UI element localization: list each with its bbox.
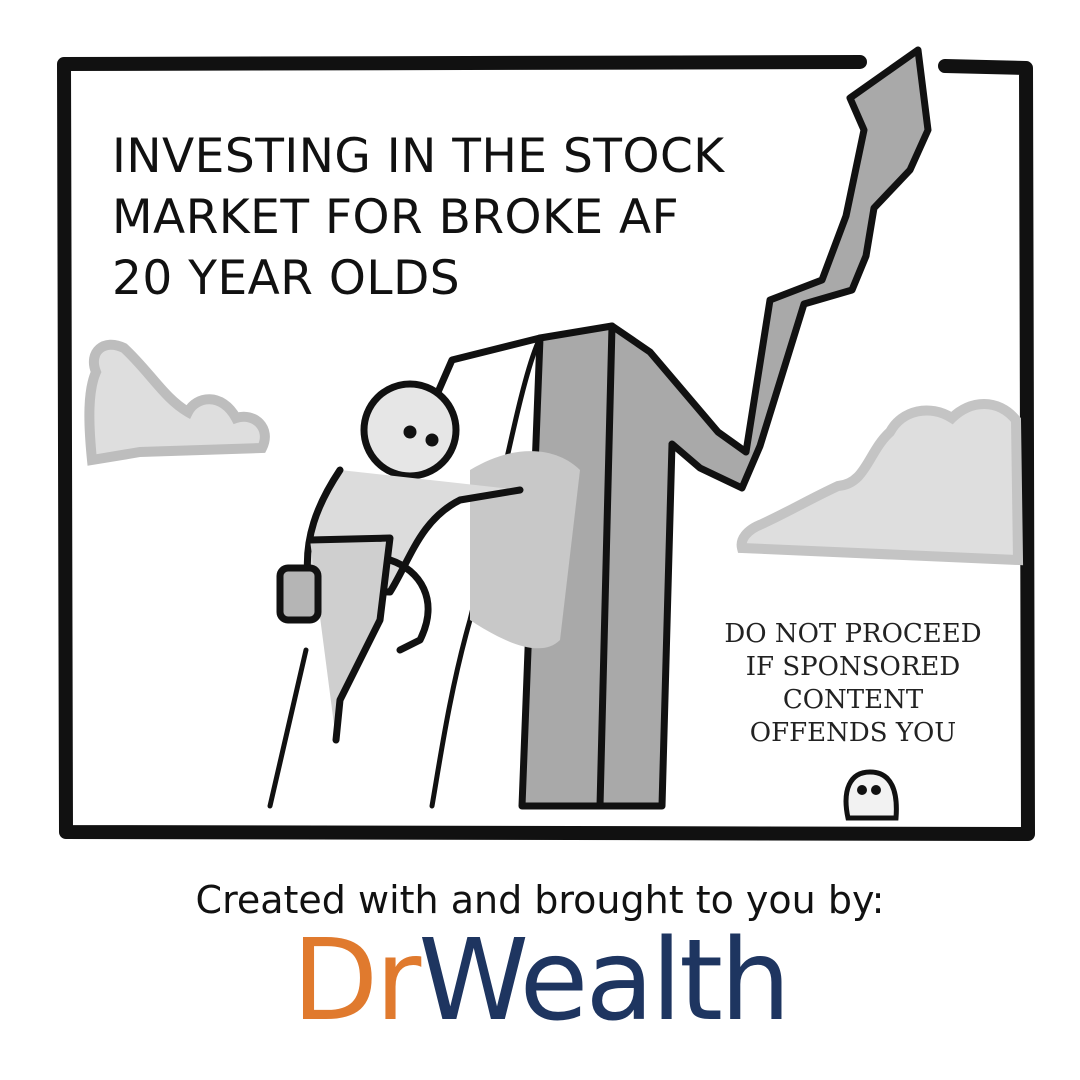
stick-figure-climber xyxy=(276,380,524,744)
sponsored-disclaimer: DO NOT PROCEED IF SPONSORED CONTENT OFFE… xyxy=(708,618,998,750)
cloud-left xyxy=(84,339,270,466)
disclaimer-line-2: IF SPONSORED xyxy=(745,652,961,682)
logo-wealth: Wealth xyxy=(418,916,791,1046)
comic-illustration xyxy=(57,46,1035,841)
disclaimer-line-4: OFFENDS YOU xyxy=(749,718,957,748)
disclaimer-line-3: CONTENT xyxy=(782,685,924,715)
cloud-right xyxy=(736,399,1024,566)
disclaimer-line-1: DO NOT PROCEED xyxy=(724,619,982,649)
headline-line-2: MARKET FOR BROKE AF xyxy=(112,190,680,245)
headline-line-3: 20 YEAR OLDS xyxy=(112,251,461,306)
logo-dr: Dr xyxy=(291,916,421,1046)
headline: INVESTING IN THE STOCK MARKET FOR BROKE … xyxy=(112,126,812,309)
small-penguin xyxy=(843,769,899,821)
comic-frame xyxy=(57,55,1035,841)
headline-line-1: INVESTING IN THE STOCK xyxy=(112,129,725,184)
drwealth-logo: DrWealth xyxy=(0,925,1080,1037)
credit-text: Created with and brought to you by: xyxy=(195,878,885,922)
rock-shadow xyxy=(470,451,580,649)
